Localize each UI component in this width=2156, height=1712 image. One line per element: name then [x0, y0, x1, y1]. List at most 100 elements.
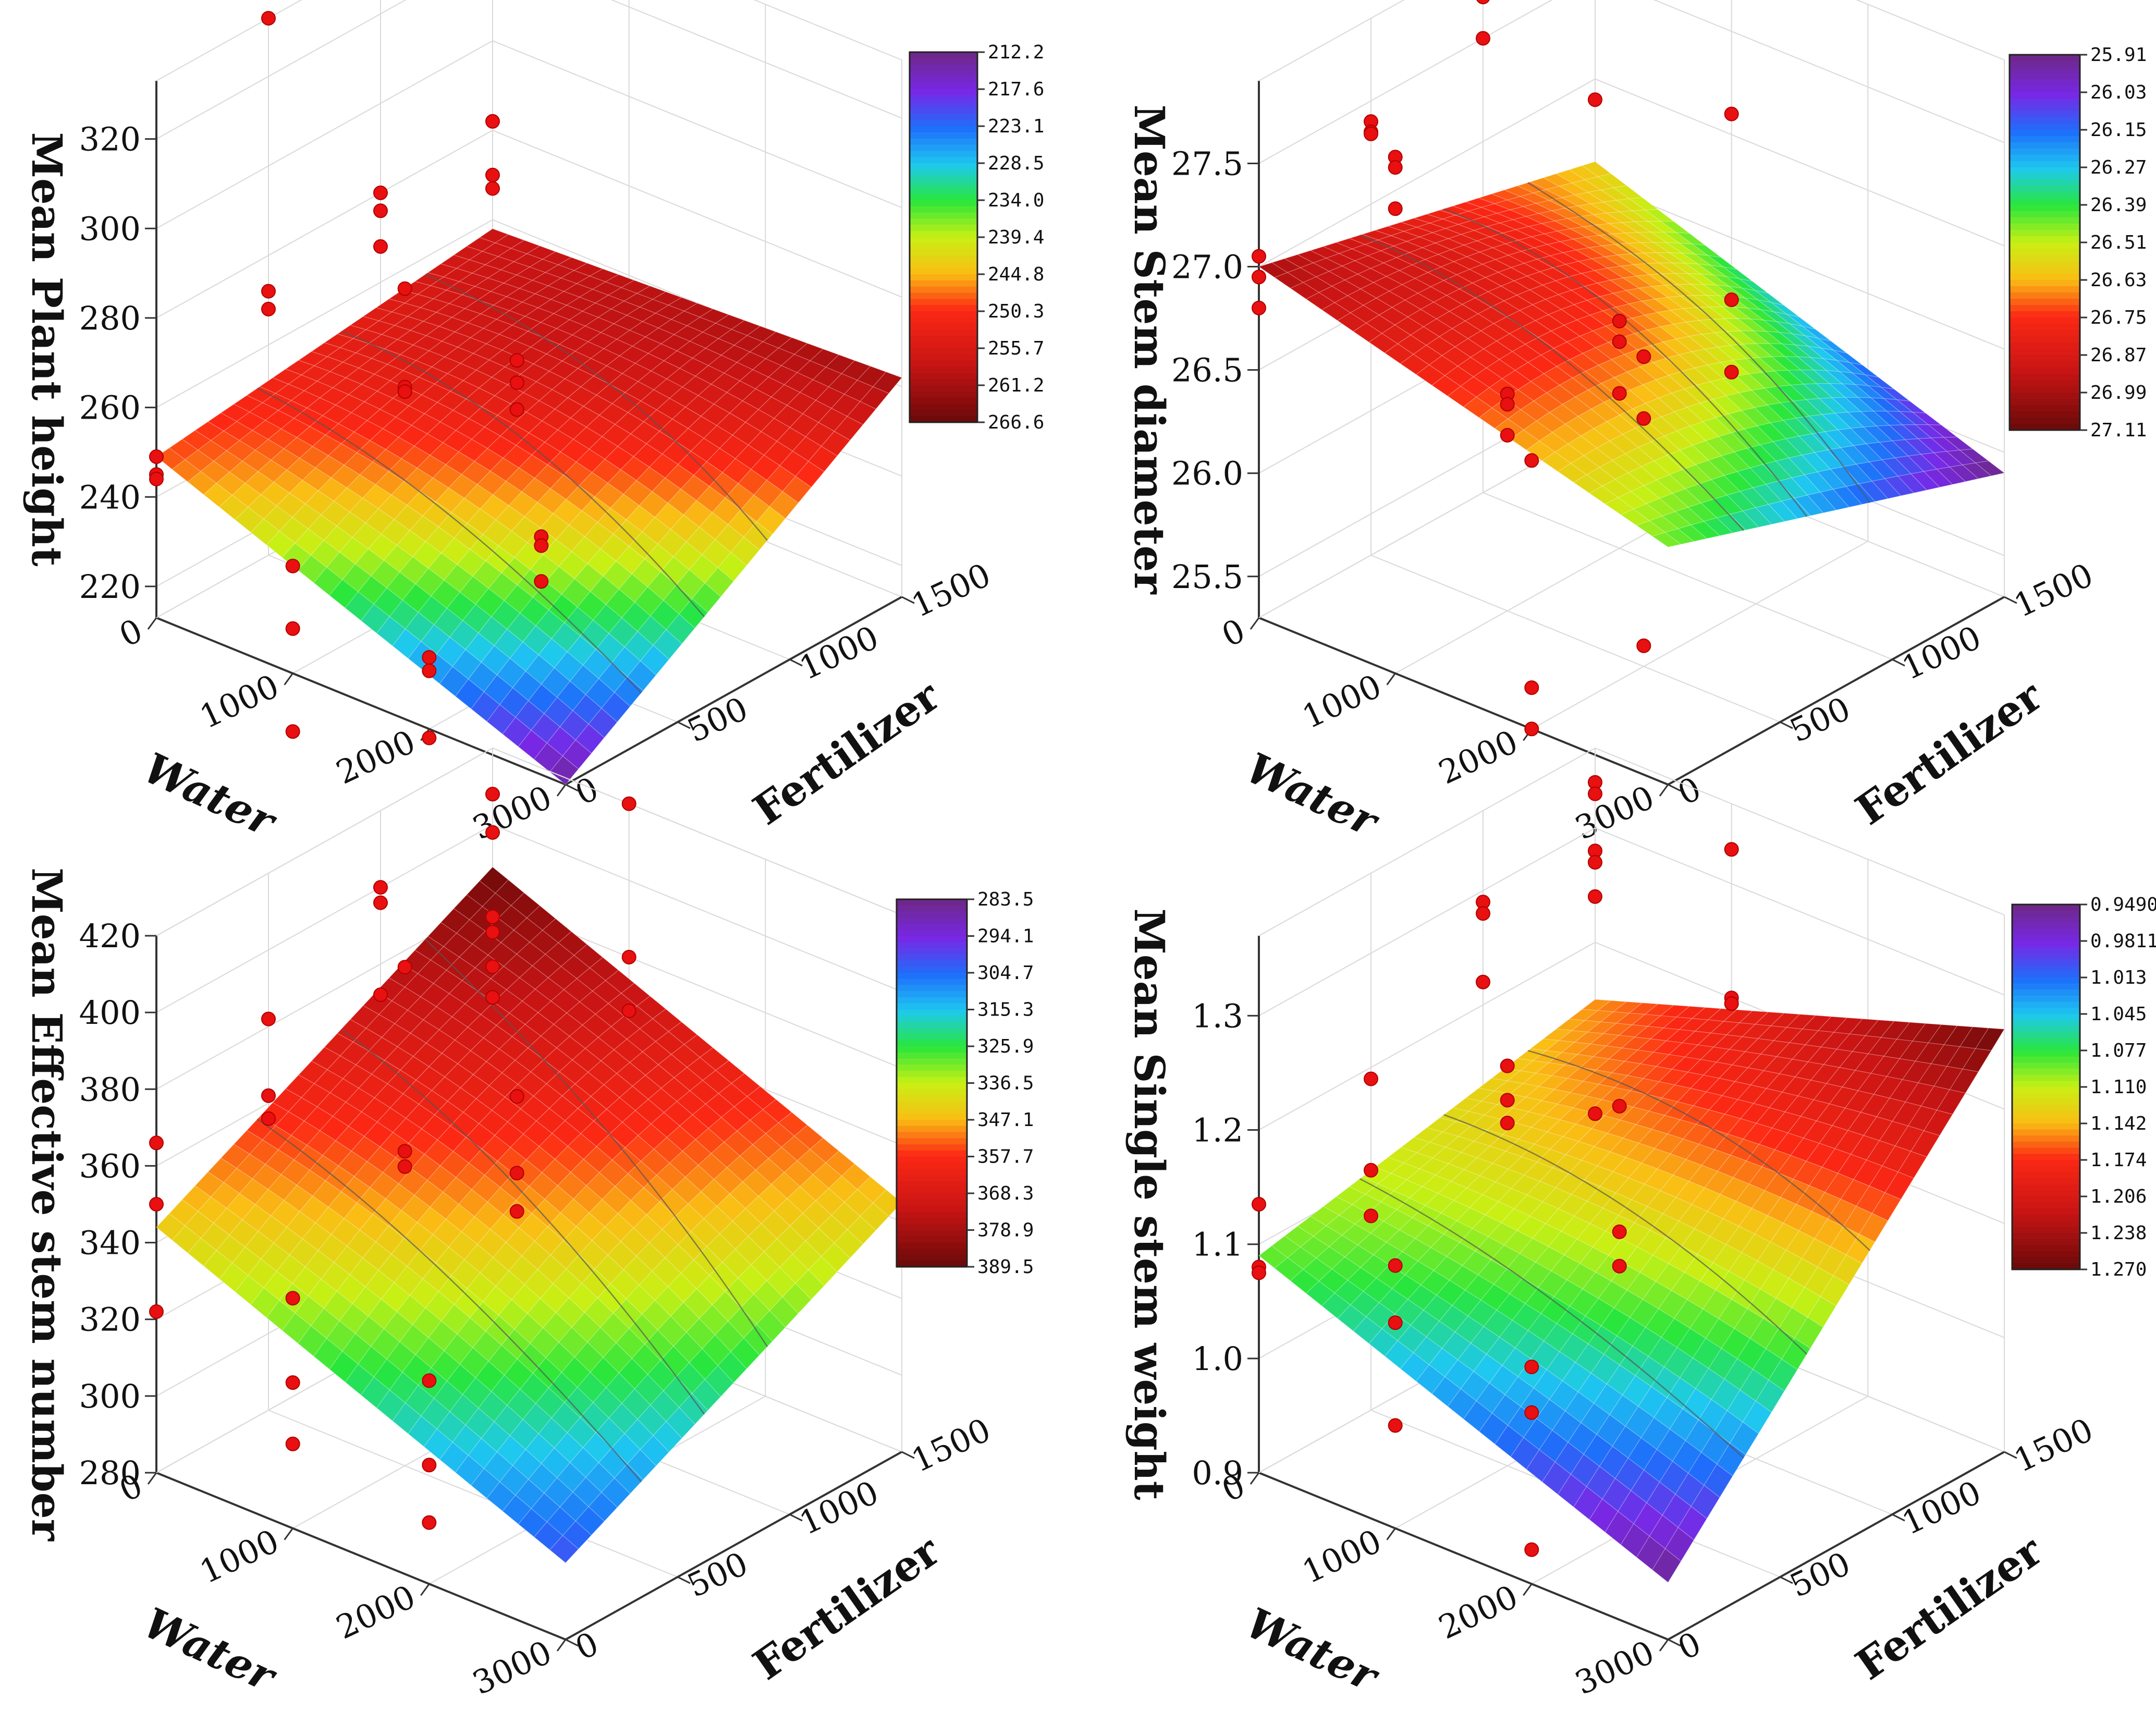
colorbar-segment	[2010, 180, 2080, 187]
data-point	[1612, 313, 1627, 328]
colorbar-segment	[2010, 330, 2080, 337]
colorbar-segment	[897, 1083, 967, 1090]
colorbar-segment	[897, 905, 967, 912]
data-point	[509, 402, 524, 417]
surface-contour	[1359, 1178, 1744, 1459]
colorbar-segment	[897, 1199, 967, 1206]
data-point	[485, 167, 500, 182]
colorbar-segment	[2010, 230, 2080, 237]
y-tick-label: 500	[681, 689, 753, 750]
data-point	[285, 1436, 300, 1451]
colorbar-segment	[897, 960, 967, 968]
data-point	[485, 990, 500, 1005]
data-point	[1612, 334, 1627, 349]
z-tick-label: 27.0	[1171, 248, 1243, 286]
x-tick-label: 1000	[1296, 1522, 1387, 1591]
y-tick-label: 1500	[905, 1411, 996, 1480]
water-axis-line	[156, 1472, 566, 1641]
colorbar-label: 234.0	[988, 190, 1044, 211]
surface-contour	[425, 274, 768, 541]
z-tick-label: 26.0	[1171, 455, 1243, 493]
surface-contour	[425, 938, 768, 1347]
colorbar-segment	[897, 1218, 967, 1225]
colorbar-segment	[2010, 224, 2080, 230]
colorbar-segment	[2010, 111, 2080, 118]
z-tick-label: 26.5	[1171, 351, 1243, 389]
colorbar-segment	[910, 70, 977, 78]
colorbar-segment	[2010, 349, 2080, 356]
colorbar-segment	[2012, 1123, 2080, 1130]
colorbar-segment	[910, 403, 977, 411]
data-point	[1388, 201, 1403, 216]
water-axis-line	[1258, 617, 1669, 786]
colorbar-segment	[897, 1065, 967, 1071]
data-point	[485, 114, 500, 129]
data-point	[1476, 974, 1490, 989]
colorbar: 25.91 26.03 26.15 26.27 26.39 26.51 26.63 26.75…	[2008, 44, 2147, 441]
colorbar-segment	[897, 1040, 967, 1047]
data-point	[1388, 1418, 1403, 1433]
colorbar-segment	[2010, 255, 2080, 262]
colorbar-segment	[2012, 983, 2080, 990]
colorbar-segment	[910, 317, 977, 324]
colorbar-segment	[910, 151, 977, 158]
y-tick-label: 1000	[1896, 618, 1987, 688]
z-tick-label: 400	[79, 994, 141, 1032]
x-tick-label: 3000	[467, 1633, 557, 1702]
data-point	[285, 724, 300, 739]
colorbar-segment	[2012, 923, 2080, 930]
colorbar-label: 26.99	[2090, 382, 2147, 403]
y-tick	[677, 721, 691, 729]
colorbar-segment	[2010, 205, 2080, 212]
x-tick	[1250, 1472, 1260, 1485]
colorbar-segment	[897, 1126, 967, 1133]
data-point	[485, 925, 500, 940]
data-point	[397, 1144, 412, 1159]
colorbar-segment	[2010, 355, 2080, 362]
data-point	[1500, 1058, 1515, 1073]
data-point	[373, 895, 388, 910]
colorbar-segment	[2012, 965, 2080, 972]
data-point	[485, 787, 500, 802]
x-tick	[1250, 617, 1260, 630]
x-tick	[1386, 672, 1396, 686]
x-axis-title: Water	[137, 743, 285, 847]
colorbar-segment	[910, 163, 977, 170]
colorbar-label: 1.077	[2090, 1040, 2147, 1061]
z-tick-label: 360	[79, 1147, 141, 1185]
surface-contour	[256, 387, 642, 694]
z-axis-title: Mean Stem diameter	[1125, 104, 1174, 594]
data-point	[397, 960, 412, 975]
x-tick-label: 0	[114, 611, 149, 654]
colorbar-segment	[910, 391, 977, 398]
colorbar-segment	[897, 918, 967, 924]
colorbar-segment	[910, 379, 977, 386]
colorbar-label: 1.238	[2090, 1222, 2147, 1244]
colorbar-segment	[2010, 317, 2080, 324]
colorbar-segment	[2012, 1050, 2080, 1057]
colorbar-segment	[910, 114, 977, 121]
colorbar-segment	[910, 311, 977, 318]
colorbar-label: 250.3	[988, 301, 1044, 322]
colorbar-segment	[2010, 174, 2080, 180]
colorbar-label: 336.5	[977, 1073, 1034, 1094]
colorbar-label: 26.75	[2090, 307, 2147, 328]
colorbar-segment	[910, 255, 977, 263]
x-tick	[1523, 1583, 1533, 1596]
colorbar-segment	[2012, 1062, 2080, 1069]
x-tick	[1659, 1639, 1669, 1652]
z-tick-label: 320	[79, 1301, 141, 1339]
colorbar-segment	[897, 1101, 967, 1108]
colorbar-segment	[2012, 1147, 2080, 1155]
colorbar-segment	[910, 218, 977, 226]
data-point	[285, 558, 300, 573]
data-point	[1588, 92, 1602, 107]
colorbar-segment	[910, 157, 977, 164]
colorbar-label: 239.4	[988, 227, 1044, 248]
colorbar-segment	[910, 237, 977, 244]
colorbar-segment	[2010, 311, 2080, 318]
y-tick-label: 1000	[793, 1473, 884, 1543]
colorbar-segment	[910, 181, 977, 189]
colorbar-segment	[2010, 167, 2080, 174]
colorbar-segment	[897, 924, 967, 931]
